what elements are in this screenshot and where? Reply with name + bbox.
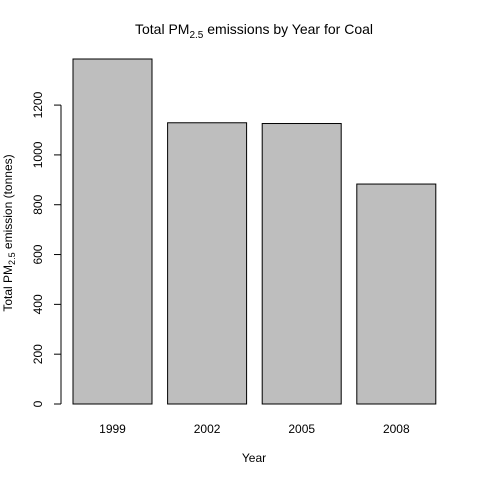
- y-tick-label-400: 400: [31, 294, 45, 314]
- bar-2008: [356, 183, 437, 405]
- chart-title-suffix: emissions by Year for Coal: [203, 21, 373, 37]
- y-axis-label-prefix: Total PM: [1, 265, 15, 312]
- x-tick-label-2008: 2008: [383, 422, 410, 436]
- x-tick-label-1999: 1999: [99, 422, 126, 436]
- x-tick-labels: 1999 2002 2005 2008: [99, 422, 410, 436]
- bar-2002: [167, 122, 248, 405]
- x-axis-label: Year: [242, 451, 266, 465]
- y-tick-label-800: 800: [31, 194, 45, 214]
- bar-1999: [72, 58, 153, 405]
- x-tick-label-2005: 2005: [288, 422, 315, 436]
- y-tick-label-600: 600: [31, 244, 45, 264]
- y-tick-label-1200: 1200: [31, 91, 45, 118]
- y-axis-label-suffix: emission (tonnes): [1, 154, 15, 252]
- svg-text:Total PM2.5 emission (tonnes): Total PM2.5 emission (tonnes): [1, 154, 17, 311]
- y-axis: 0 200 400 600 800 1000 1200: [31, 91, 62, 407]
- chart-title: Total PM2.5 emissions by Year for Coal: [135, 21, 373, 41]
- svg-text:Total PM2.5 emissions by Year: Total PM2.5 emissions by Year for Coal: [135, 21, 373, 41]
- bar-2005: [261, 123, 342, 405]
- y-axis-label-sub: 2.5: [7, 252, 17, 265]
- y-tick-label-0: 0: [31, 400, 45, 407]
- chart-title-prefix: Total PM: [135, 21, 189, 37]
- y-tick-label-200: 200: [31, 344, 45, 364]
- y-axis-label: Total PM2.5 emission (tonnes): [1, 154, 17, 311]
- y-tick-label-1000: 1000: [31, 141, 45, 168]
- bars-group: [72, 58, 437, 405]
- x-tick-label-2002: 2002: [194, 422, 221, 436]
- chart-title-sub: 2.5: [189, 30, 203, 41]
